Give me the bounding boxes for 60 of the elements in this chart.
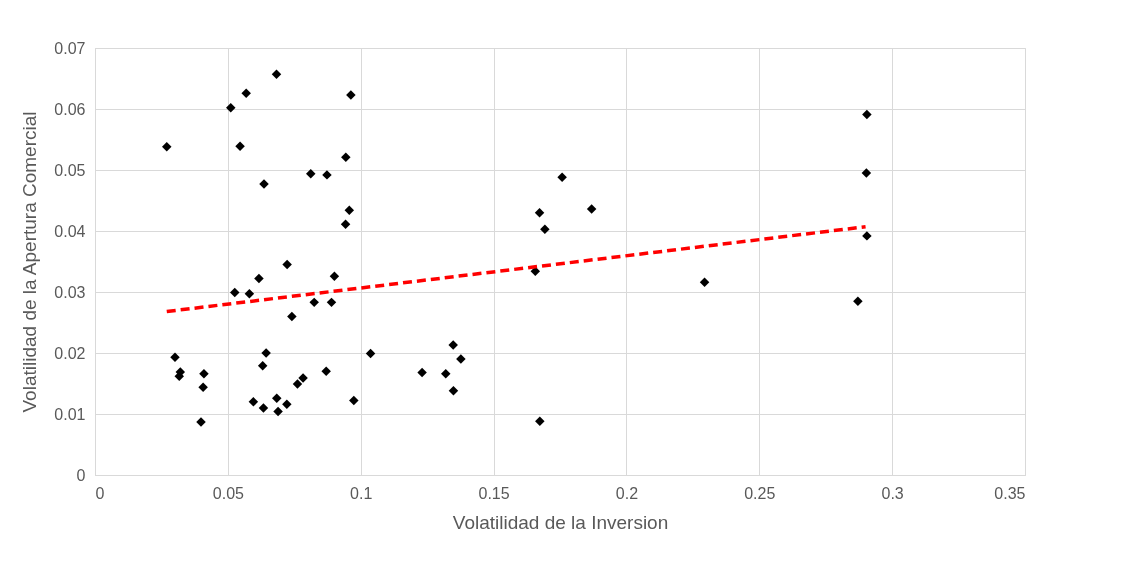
y-tick-label: 0.04 — [54, 222, 86, 240]
point — [540, 224, 550, 234]
x-tick-label: 0.2 — [615, 484, 639, 502]
point — [535, 416, 545, 427]
point — [417, 367, 427, 378]
point — [292, 379, 303, 389]
point — [699, 277, 710, 287]
y-tick-label: 0.05 — [54, 161, 86, 179]
point — [441, 369, 451, 379]
point — [341, 152, 351, 162]
y-tick-label: 0.07 — [54, 39, 86, 57]
point — [257, 361, 268, 371]
point — [586, 204, 597, 214]
point — [282, 399, 292, 409]
x-tick-label: 0.3 — [881, 484, 904, 502]
point — [198, 382, 208, 392]
y-tick-label: 0.03 — [54, 283, 86, 301]
point — [306, 168, 316, 179]
point — [244, 289, 255, 299]
point — [862, 109, 872, 120]
point — [282, 259, 292, 270]
point — [534, 207, 545, 218]
x-tick-label: 0.35 — [994, 484, 1026, 502]
point — [230, 287, 240, 298]
point — [235, 141, 245, 151]
point — [162, 142, 172, 152]
point — [258, 403, 269, 413]
y-tick-label: 0.06 — [54, 100, 86, 118]
point — [349, 395, 359, 406]
point — [170, 352, 180, 363]
y-axis-title: Volatilidad de la Apertura Comercial — [19, 111, 41, 413]
point — [199, 369, 209, 379]
point — [273, 406, 283, 417]
point — [853, 296, 863, 306]
point — [448, 386, 459, 396]
x-tick-label: 0.25 — [744, 484, 776, 502]
x-tick-label: 0 — [95, 484, 105, 502]
x-tick-label: 0.15 — [478, 484, 510, 502]
point — [248, 397, 259, 407]
point — [226, 103, 236, 113]
point — [321, 366, 331, 377]
point — [344, 205, 355, 215]
point — [365, 348, 376, 359]
point — [271, 69, 282, 79]
point — [272, 393, 282, 403]
point — [340, 219, 351, 230]
point — [254, 273, 264, 284]
y-tick-label: 0.01 — [54, 405, 86, 423]
point — [557, 172, 567, 183]
x-tick-label: 0.1 — [350, 484, 373, 502]
point — [861, 168, 872, 178]
point — [287, 311, 297, 322]
x-axis-title: Volatilidad de la Inversion — [452, 511, 669, 533]
y-tick-label: 0 — [76, 466, 86, 484]
point — [309, 297, 319, 308]
point — [329, 271, 340, 281]
y-tick-label: 0.02 — [54, 344, 86, 362]
point — [326, 297, 337, 308]
x-tick-label: 0.05 — [212, 484, 245, 502]
point — [241, 88, 251, 98]
